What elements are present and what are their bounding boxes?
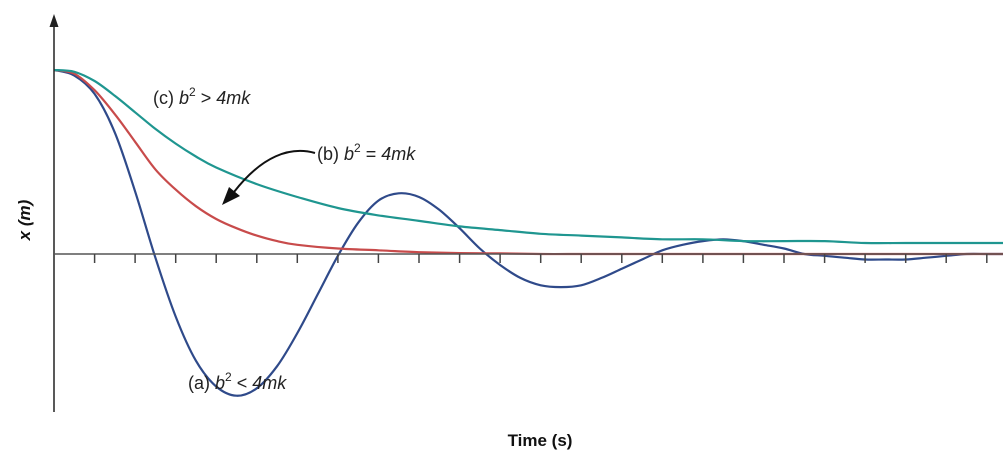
- label-a-op: <: [232, 373, 253, 393]
- label-a-prefix: (a): [188, 373, 215, 393]
- x-ticks: [93, 254, 988, 263]
- series-line-c: [53, 68, 1003, 245]
- label-b-var: b: [344, 144, 354, 164]
- label-b-prefix: (b): [317, 144, 344, 164]
- label-b-op: =: [361, 144, 382, 164]
- label-a-var: b: [215, 373, 225, 393]
- label-b: (b) b2 = 4mk: [317, 141, 416, 164]
- label-c-rhs: 4mk: [216, 88, 251, 108]
- label-c: (c) b2 > 4mk: [153, 85, 251, 108]
- label-c-exp: 2: [189, 85, 196, 99]
- x-axis-label: Time (s): [508, 431, 573, 450]
- label-b-exp: 2: [354, 141, 361, 155]
- label-a: (a) b2 < 4mk: [188, 370, 287, 393]
- axes-layer: [49, 14, 1003, 412]
- label-a-exp: 2: [225, 370, 232, 384]
- label-b-rhs: 4mk: [381, 144, 416, 164]
- series-layer: [53, 68, 1003, 397]
- callout-arrowhead-b: [222, 187, 240, 205]
- series-line-a: [53, 68, 1003, 397]
- callout-arrow-b: [233, 149, 316, 193]
- label-a-rhs: 4mk: [252, 373, 287, 393]
- y-axis-label: x (m): [15, 199, 34, 241]
- y-axis-arrow: [49, 14, 59, 27]
- label-c-var: b: [179, 88, 189, 108]
- label-c-op: >: [196, 88, 217, 108]
- label-c-prefix: (c): [153, 88, 179, 108]
